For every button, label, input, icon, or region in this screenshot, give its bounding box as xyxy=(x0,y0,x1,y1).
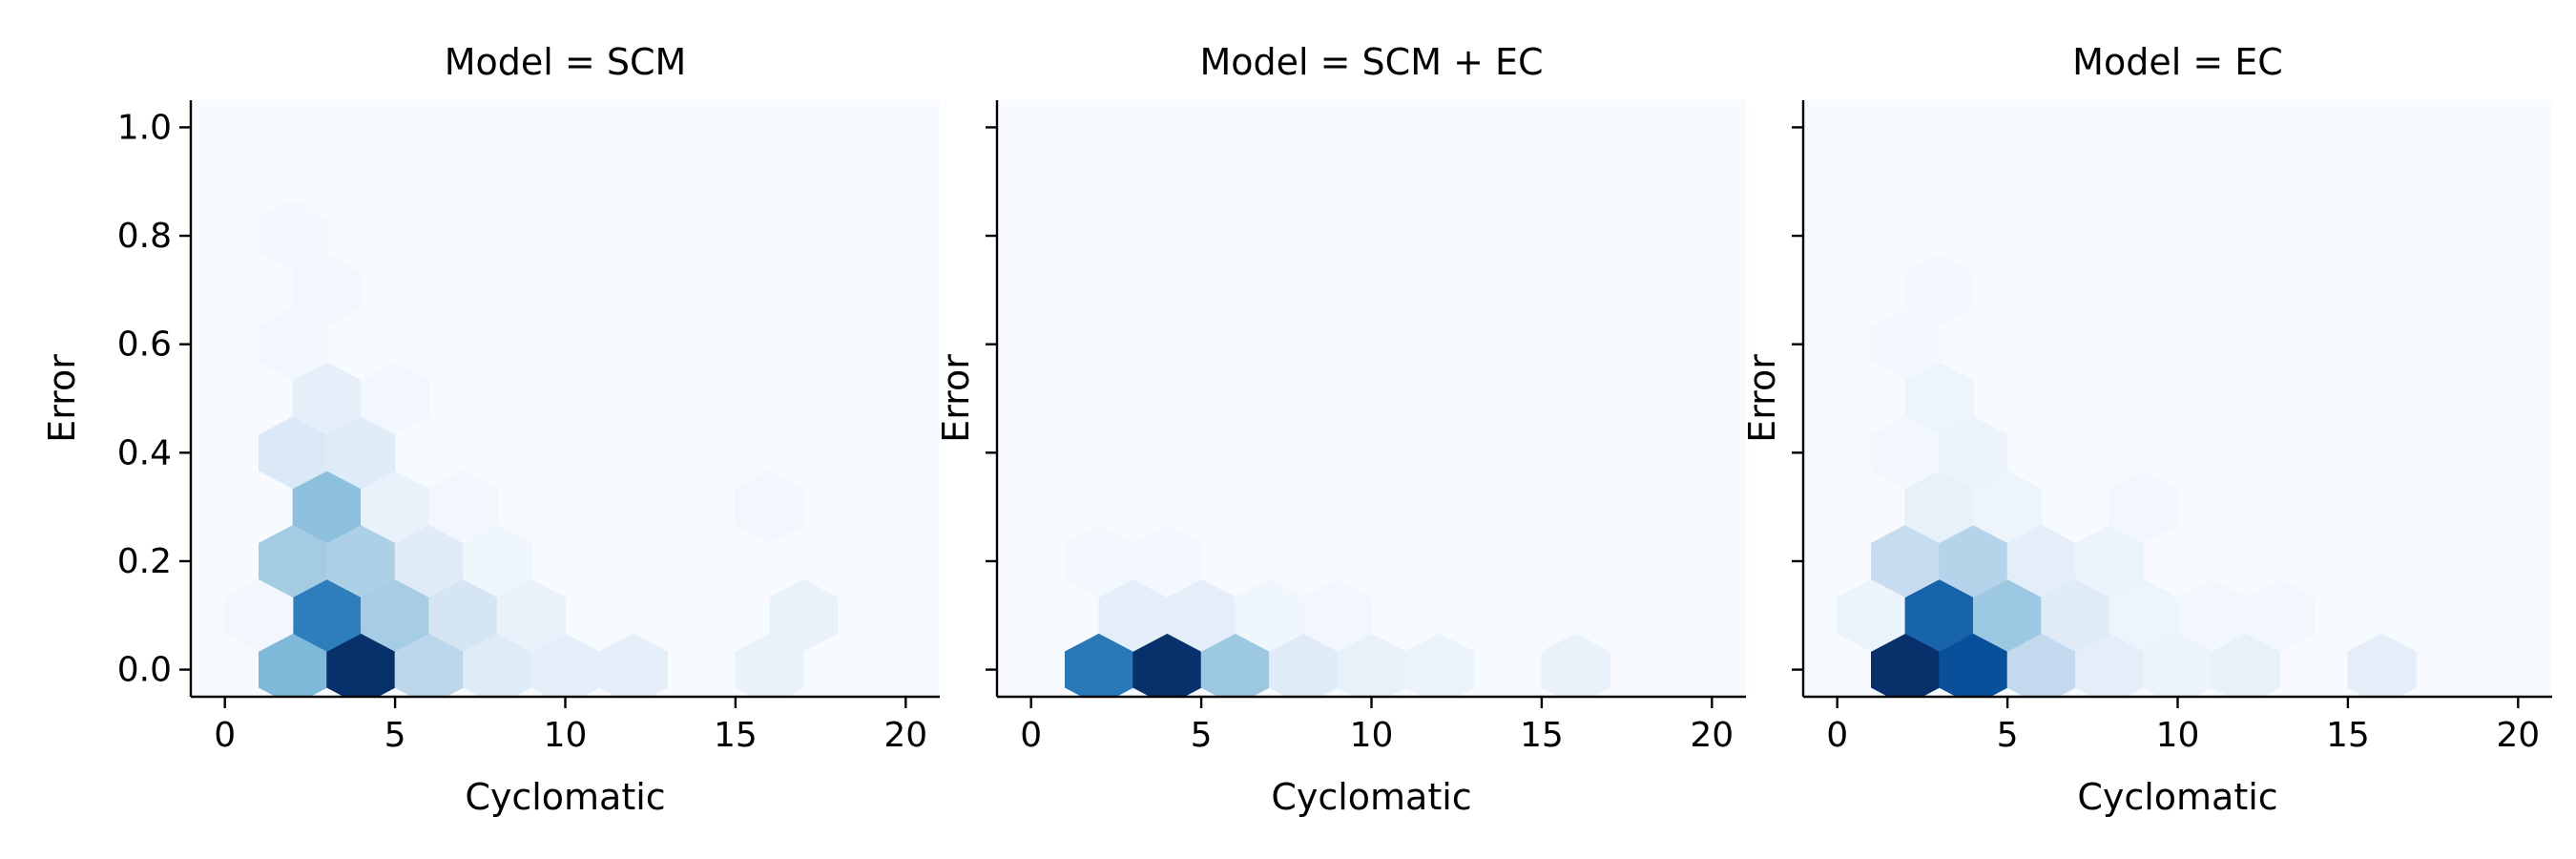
hexbin-cell xyxy=(1302,578,1372,652)
hexbin-cell xyxy=(258,307,328,381)
hexbin-cell xyxy=(2109,471,2178,544)
hexbin-cell xyxy=(1904,362,1974,435)
hexbin-cell xyxy=(769,578,839,652)
hexbin-cell xyxy=(258,199,328,272)
x-tick-label: 10 xyxy=(2156,716,2200,755)
x-tick-label: 0 xyxy=(1020,716,1042,755)
y-axis-label-scm-ec: Error xyxy=(935,354,977,443)
panel-scm: Model = SCM Cyclomatic Error 0 5 10 15 20 0.0… xyxy=(41,41,940,818)
hexbin-cell xyxy=(496,578,566,652)
hexbin-cell xyxy=(463,525,532,597)
y-tick-label: 0.8 xyxy=(117,217,172,256)
hexbin-cell xyxy=(292,253,362,326)
hexbin-cell xyxy=(224,578,294,652)
y-tick-label: 0.4 xyxy=(117,433,172,472)
panel-title-scm: Model = SCM xyxy=(445,41,687,83)
y-tick-label: 0.6 xyxy=(117,325,172,365)
y-axis-label-scm: Error xyxy=(41,354,83,443)
panel-scm-ec: Model = SCM + EC Cyclomatic Error 0 5 10 15… xyxy=(935,41,1746,818)
panel-title-ec: Model = EC xyxy=(2072,41,2283,83)
x-tick-label: 20 xyxy=(1690,716,1734,755)
panel-title-scm-ec: Model = SCM + EC xyxy=(1199,41,1543,83)
hexbin-cell xyxy=(735,633,804,697)
hexbin-cell xyxy=(1871,307,1941,381)
hexbin-cell xyxy=(1972,471,2043,544)
hexbin-cell xyxy=(1939,416,2008,490)
hexbin-cell xyxy=(2211,633,2280,697)
x-tick-label: 10 xyxy=(544,716,588,755)
x-tick-label: 0 xyxy=(214,716,236,755)
hexbin-cell xyxy=(2075,525,2145,597)
plot-area-scm-ec xyxy=(997,100,1746,697)
y-axis-label-ec: Error xyxy=(1741,354,1783,443)
y-tick-label: 0.0 xyxy=(117,651,172,690)
x-tick-label: 0 xyxy=(1826,716,1848,755)
x-tick-label: 10 xyxy=(1350,716,1394,755)
x-tick-label: 15 xyxy=(2326,716,2370,755)
x-tick-label: 5 xyxy=(1191,716,1213,755)
hexbin-cell xyxy=(1541,633,1610,697)
x-tick-label: 20 xyxy=(883,716,927,755)
x-tick-label: 15 xyxy=(1520,716,1564,755)
plot-area-scm xyxy=(191,100,940,697)
panel-ec: Model = EC Cyclomatic Error 0 5 10 15 20 xyxy=(1741,41,2552,818)
x-tick-label: 15 xyxy=(714,716,758,755)
x-axis-label-scm: Cyclomatic xyxy=(465,776,665,818)
hexbin-cell xyxy=(2245,578,2315,652)
y-tick-label: 0.2 xyxy=(117,542,172,581)
x-tick-label: 20 xyxy=(2496,716,2540,755)
x-axis-label-scm-ec: Cyclomatic xyxy=(1271,776,1471,818)
plot-area-ec xyxy=(1803,100,2552,697)
hexbin-cell xyxy=(598,633,668,697)
x-tick-label: 5 xyxy=(1997,716,2019,755)
hexbin-cell xyxy=(735,471,804,544)
hexbin-cell xyxy=(2347,633,2417,697)
y-tick-label: 1.0 xyxy=(117,108,172,147)
hexbin-cell xyxy=(1132,525,1202,597)
hexbin-cell xyxy=(326,416,396,490)
x-axis-label-ec: Cyclomatic xyxy=(2077,776,2277,818)
hexbin-cell xyxy=(360,362,430,435)
hexbin-cell xyxy=(428,471,498,544)
x-tick-label: 5 xyxy=(384,716,406,755)
hexbin-cell xyxy=(1404,633,1474,697)
hexbin-cell xyxy=(1904,253,1974,326)
